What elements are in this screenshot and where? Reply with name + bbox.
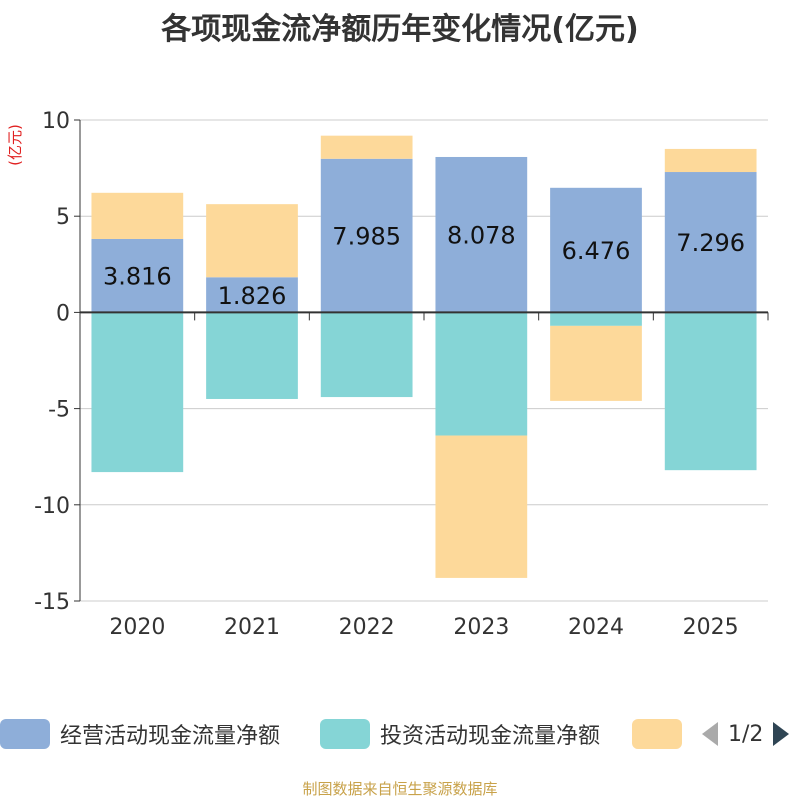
x-tick-label: 2020 bbox=[109, 615, 165, 640]
legend-swatch-investing bbox=[320, 719, 370, 749]
bar-value-label: 6.476 bbox=[562, 237, 631, 265]
bar-series2-2023[interactable] bbox=[435, 435, 528, 578]
bar-series2-2020[interactable] bbox=[91, 192, 184, 239]
legend-pager: 1/2 bbox=[700, 716, 791, 752]
grid-layer bbox=[80, 119, 768, 602]
bar-series1-2022[interactable] bbox=[320, 312, 413, 398]
x-tick-label: 2021 bbox=[224, 615, 280, 640]
bar-series2-2021[interactable] bbox=[206, 204, 298, 278]
bar-value-label: 1.826 bbox=[218, 282, 287, 310]
legend: 经营活动现金流量净额 投资活动现金流量净额 bbox=[0, 716, 800, 756]
bar-series1-2023[interactable] bbox=[435, 312, 528, 436]
bar-value-label: 7.985 bbox=[332, 223, 401, 251]
legend-swatch-operating bbox=[0, 719, 50, 749]
bar-series1-2020[interactable] bbox=[91, 312, 184, 473]
bar-value-label: 8.078 bbox=[447, 222, 516, 250]
legend-label-operating: 经营活动现金流量净额 bbox=[60, 724, 281, 749]
y-tick-label: -15 bbox=[34, 590, 70, 615]
legend-item-financing[interactable] bbox=[632, 716, 682, 752]
bar-value-label: 7.296 bbox=[676, 229, 745, 257]
legend-swatch-financing bbox=[632, 719, 682, 749]
legend-label-investing: 投资活动现金流量净额 bbox=[380, 724, 601, 749]
prev-page-icon[interactable] bbox=[700, 720, 720, 748]
bar-layer bbox=[91, 135, 757, 578]
bar-series0-2021[interactable] bbox=[206, 277, 298, 313]
bar-series0-2025[interactable] bbox=[664, 172, 757, 313]
y-tick-label: 10 bbox=[42, 109, 70, 134]
bar-series0-2024[interactable] bbox=[550, 187, 642, 313]
bar-series1-2025[interactable] bbox=[664, 312, 757, 471]
x-tick-label: 2024 bbox=[568, 615, 624, 640]
x-tick-label: 2023 bbox=[453, 615, 509, 640]
bar-series1-2021[interactable] bbox=[206, 312, 298, 399]
y-tick-label: 5 bbox=[56, 205, 70, 230]
bar-series0-2020[interactable] bbox=[91, 238, 184, 313]
chart-title: 各项现金流净额历年变化情况(亿元) bbox=[161, 12, 639, 47]
source-note: 制图数据来自恒生聚源数据库 bbox=[302, 780, 498, 798]
bar-series0-2023[interactable] bbox=[435, 156, 528, 313]
bar-series2-2022[interactable] bbox=[320, 135, 413, 159]
x-tick-label: 2025 bbox=[683, 615, 739, 640]
bar-series2-2025[interactable] bbox=[664, 148, 757, 173]
next-page-icon[interactable] bbox=[771, 720, 791, 748]
y-tick-label: -10 bbox=[34, 494, 70, 519]
bar-series2-2024[interactable] bbox=[550, 325, 642, 401]
axis-layer: 10 5 0 -5 -10 -15 2020 2021 2022 2023 2024 2025 bbox=[34, 109, 769, 640]
y-tick-label: -5 bbox=[48, 398, 70, 423]
label-layer: 3.816 1.826 7.985 8.078 6.476 7.296 bbox=[103, 222, 745, 310]
x-tick-label: 2022 bbox=[339, 615, 395, 640]
legend-item-operating[interactable]: 经营活动现金流量净额 bbox=[0, 716, 280, 752]
bar-series1-2024[interactable] bbox=[550, 312, 642, 326]
y-axis-unit-label: (亿元) bbox=[6, 124, 24, 166]
legend-page-indicator: 1/2 bbox=[728, 721, 764, 747]
bar-series0-2022[interactable] bbox=[320, 158, 413, 313]
legend-item-investing[interactable]: 投资活动现金流量净额 bbox=[320, 716, 600, 752]
y-tick-label: 0 bbox=[56, 301, 70, 326]
bar-value-label: 3.816 bbox=[103, 263, 172, 291]
